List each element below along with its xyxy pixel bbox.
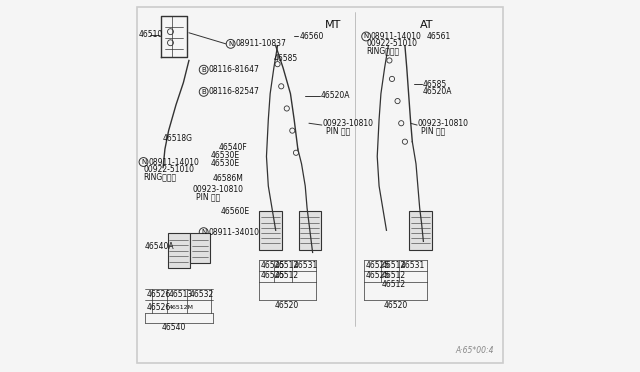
Text: 00922-51010: 00922-51010 bbox=[143, 165, 195, 174]
Text: 08911-34010: 08911-34010 bbox=[209, 228, 259, 237]
Text: RINGリング: RINGリング bbox=[143, 172, 177, 181]
Text: 46512: 46512 bbox=[382, 280, 406, 289]
Text: 46530E: 46530E bbox=[211, 158, 240, 168]
Text: 46520: 46520 bbox=[275, 301, 299, 311]
Text: 46518G: 46518G bbox=[163, 134, 193, 142]
Text: 08116-81647: 08116-81647 bbox=[209, 65, 259, 74]
Text: 46512: 46512 bbox=[275, 260, 299, 269]
Text: 46520: 46520 bbox=[383, 301, 408, 311]
FancyBboxPatch shape bbox=[168, 233, 190, 268]
Text: 00923-10810: 00923-10810 bbox=[193, 185, 244, 194]
Text: N: N bbox=[228, 41, 233, 47]
Text: AT: AT bbox=[420, 20, 434, 31]
Text: 46512: 46512 bbox=[275, 271, 299, 280]
Text: N: N bbox=[364, 33, 369, 39]
Text: 46520A: 46520A bbox=[422, 87, 452, 96]
Text: B: B bbox=[202, 89, 206, 95]
Text: 08116-82547: 08116-82547 bbox=[209, 87, 259, 96]
Text: PIN ピン: PIN ピン bbox=[326, 126, 350, 135]
Text: 46586M: 46586M bbox=[213, 174, 244, 183]
Text: 46561: 46561 bbox=[427, 32, 451, 41]
Text: 08911-14010: 08911-14010 bbox=[148, 157, 199, 167]
Text: 46540F: 46540F bbox=[218, 143, 247, 152]
Text: 46512M: 46512M bbox=[168, 305, 194, 310]
Text: 08911-10837: 08911-10837 bbox=[236, 39, 287, 48]
Text: PIN ピン: PIN ピン bbox=[420, 126, 445, 135]
Text: 46520A: 46520A bbox=[321, 91, 350, 100]
Text: A·65*00:4: A·65*00:4 bbox=[455, 346, 493, 355]
Text: 46540: 46540 bbox=[162, 323, 186, 331]
FancyBboxPatch shape bbox=[189, 233, 211, 263]
Text: 46531: 46531 bbox=[401, 260, 425, 269]
Text: 00922-51010: 00922-51010 bbox=[366, 39, 417, 48]
Text: N: N bbox=[201, 229, 206, 235]
FancyBboxPatch shape bbox=[137, 7, 503, 363]
Text: 46531: 46531 bbox=[293, 260, 317, 269]
Text: 46510: 46510 bbox=[139, 30, 163, 39]
Text: 46540A: 46540A bbox=[145, 243, 174, 251]
Text: RINGリング: RINGリング bbox=[366, 47, 399, 56]
Text: 08911-14010: 08911-14010 bbox=[371, 32, 422, 41]
Text: 46560: 46560 bbox=[300, 32, 324, 41]
FancyBboxPatch shape bbox=[299, 211, 321, 250]
Text: 46585: 46585 bbox=[422, 80, 447, 89]
Text: 46512: 46512 bbox=[382, 260, 406, 269]
Text: 46560E: 46560E bbox=[220, 207, 250, 217]
Text: 46525: 46525 bbox=[260, 260, 284, 269]
Text: 46585: 46585 bbox=[274, 54, 298, 63]
FancyBboxPatch shape bbox=[259, 211, 282, 250]
Text: 00923-10810: 00923-10810 bbox=[418, 119, 469, 128]
Text: 46525: 46525 bbox=[260, 271, 284, 280]
Text: 46526: 46526 bbox=[147, 302, 171, 312]
Text: 46513: 46513 bbox=[168, 291, 193, 299]
FancyBboxPatch shape bbox=[410, 211, 432, 250]
Text: 46512: 46512 bbox=[382, 271, 406, 280]
Text: 46532: 46532 bbox=[190, 291, 214, 299]
Text: 46525: 46525 bbox=[365, 260, 390, 269]
Text: 46526: 46526 bbox=[147, 291, 171, 299]
Text: MT: MT bbox=[324, 20, 341, 31]
Text: 00923-10810: 00923-10810 bbox=[323, 119, 374, 128]
Text: N: N bbox=[141, 159, 146, 165]
Text: PIN ピン: PIN ピン bbox=[196, 193, 221, 202]
Text: 46525: 46525 bbox=[365, 271, 390, 280]
Text: 46530E: 46530E bbox=[211, 151, 240, 160]
Text: B: B bbox=[202, 67, 206, 73]
